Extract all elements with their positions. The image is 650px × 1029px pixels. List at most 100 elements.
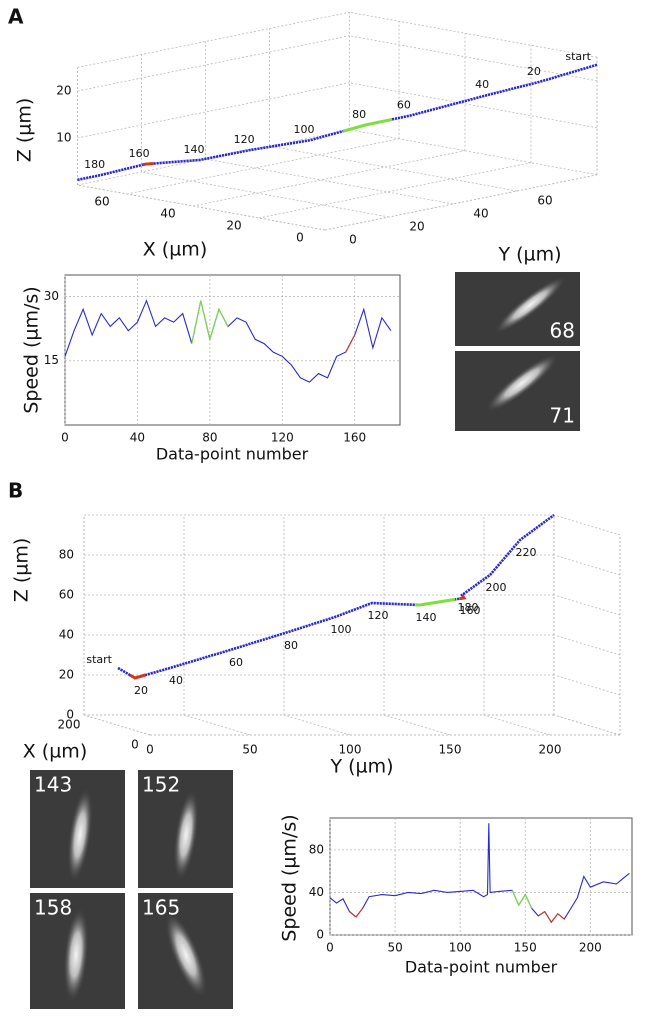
grid-line bbox=[553, 714, 621, 736]
point-label: 160 bbox=[129, 147, 150, 160]
micrograph: 68 bbox=[455, 272, 580, 346]
point-label: 120 bbox=[234, 133, 255, 146]
speed-line bbox=[329, 823, 630, 924]
y-tick-label: 0 bbox=[316, 928, 324, 942]
frame-number: 165 bbox=[142, 896, 180, 920]
x-tick-label: 120 bbox=[271, 431, 294, 445]
point-label: 100 bbox=[331, 623, 352, 636]
grid-line bbox=[383, 714, 451, 736]
y-tick-label: 20 bbox=[409, 220, 424, 234]
grid-line bbox=[553, 554, 621, 576]
y-tick-label: 0 bbox=[146, 743, 154, 757]
frame-number: 152 bbox=[142, 773, 180, 797]
plot-frame bbox=[329, 817, 633, 936]
grid-line bbox=[192, 150, 466, 207]
frame-number: 68 bbox=[550, 319, 575, 343]
y-tick-label: 50 bbox=[242, 743, 257, 757]
point-label: 160 bbox=[460, 604, 481, 617]
grid-line bbox=[349, 82, 598, 129]
x-tick-label: 40 bbox=[160, 207, 175, 221]
y-tick-label: 100 bbox=[339, 743, 362, 757]
grid-line bbox=[258, 162, 532, 219]
trajectory bbox=[77, 63, 598, 182]
point-label: 220 bbox=[516, 546, 537, 559]
micrograph: 71 bbox=[455, 351, 580, 431]
point-label: 180 bbox=[84, 158, 105, 171]
z-tick-label: 0 bbox=[66, 708, 74, 722]
x-tick-label: 200 bbox=[58, 718, 81, 732]
point-label: 80 bbox=[352, 108, 366, 121]
x-tick-label: 160 bbox=[343, 431, 366, 445]
axis-edge bbox=[553, 514, 621, 536]
x-tick-label: 100 bbox=[449, 941, 472, 955]
y-axis-label: Speed (µm/s) bbox=[279, 814, 301, 941]
axis-edge bbox=[553, 714, 621, 736]
x-tick-label: 80 bbox=[202, 431, 217, 445]
grid-line bbox=[483, 714, 551, 736]
point-label: 40 bbox=[475, 78, 489, 91]
point-label: 140 bbox=[416, 611, 437, 624]
y-tick-label: 60 bbox=[537, 194, 552, 208]
point-label: start bbox=[565, 50, 591, 63]
grid-line bbox=[83, 714, 151, 736]
grid-line bbox=[553, 674, 621, 696]
y-axis-label: Speed (µm/s) bbox=[21, 286, 43, 413]
point-label: 60 bbox=[229, 656, 243, 669]
y-tick-label: 0 bbox=[349, 233, 357, 247]
micrograph: 152 bbox=[138, 770, 233, 888]
speed-line bbox=[345, 334, 356, 353]
grid-line bbox=[141, 171, 390, 218]
x-tick-label: 150 bbox=[514, 941, 537, 955]
point-label: 40 bbox=[169, 674, 183, 687]
point-label: 20 bbox=[527, 65, 541, 78]
trajectory-highlight bbox=[129, 673, 146, 680]
frame-number: 71 bbox=[550, 404, 575, 428]
y-tick-label: 40 bbox=[309, 885, 324, 899]
z-tick-label: 80 bbox=[59, 548, 74, 562]
trajectory bbox=[117, 513, 555, 680]
grid-line bbox=[183, 714, 251, 736]
x-axis-label: X (µm) bbox=[143, 239, 207, 261]
x-tick-label: 50 bbox=[387, 941, 402, 955]
speed-line bbox=[511, 890, 533, 909]
y-axis-label: Y (µm) bbox=[329, 756, 393, 778]
speed-line bbox=[349, 908, 363, 918]
speed-line bbox=[64, 299, 392, 383]
x-axis-label: Data-point number bbox=[405, 958, 558, 977]
speed-line bbox=[537, 910, 565, 924]
z-axis-label: Z (µm) bbox=[14, 98, 36, 162]
grid-line bbox=[553, 634, 621, 656]
trajectory-highlight bbox=[459, 594, 467, 601]
x-tick-label: 0 bbox=[131, 738, 139, 752]
micrograph: 143 bbox=[30, 770, 125, 888]
axis-edge bbox=[349, 11, 598, 58]
z-tick-label: 60 bbox=[59, 588, 74, 602]
x-tick-label: 200 bbox=[579, 941, 602, 955]
x-tick-label: 0 bbox=[61, 431, 69, 445]
y-tick-label: 15 bbox=[44, 353, 59, 367]
grid-line bbox=[77, 35, 350, 92]
point-label: start bbox=[86, 653, 112, 666]
y-tick-label: 30 bbox=[44, 289, 59, 303]
x-tick-label: 20 bbox=[226, 219, 241, 233]
z-tick-label: 40 bbox=[59, 628, 74, 642]
plot-frame bbox=[64, 274, 401, 426]
point-label: 80 bbox=[284, 639, 298, 652]
point-label: 100 bbox=[293, 123, 314, 136]
grid-line bbox=[324, 174, 598, 231]
grid-line bbox=[283, 714, 351, 736]
grid-line bbox=[349, 35, 598, 82]
z-axis-label: Z (µm) bbox=[11, 538, 33, 602]
y-tick-label: 40 bbox=[473, 207, 488, 221]
point-label: 20 bbox=[134, 684, 148, 697]
y-tick-label: 150 bbox=[439, 743, 462, 757]
z-tick-label: 20 bbox=[56, 84, 71, 98]
trajectory-highlight bbox=[415, 597, 456, 607]
grid-line bbox=[205, 158, 454, 205]
x-tick-label: 40 bbox=[130, 431, 145, 445]
micrograph: 158 bbox=[30, 893, 125, 1009]
point-label: 120 bbox=[368, 609, 389, 622]
axis-edge bbox=[349, 129, 598, 176]
x-tick-label: 60 bbox=[94, 195, 109, 209]
